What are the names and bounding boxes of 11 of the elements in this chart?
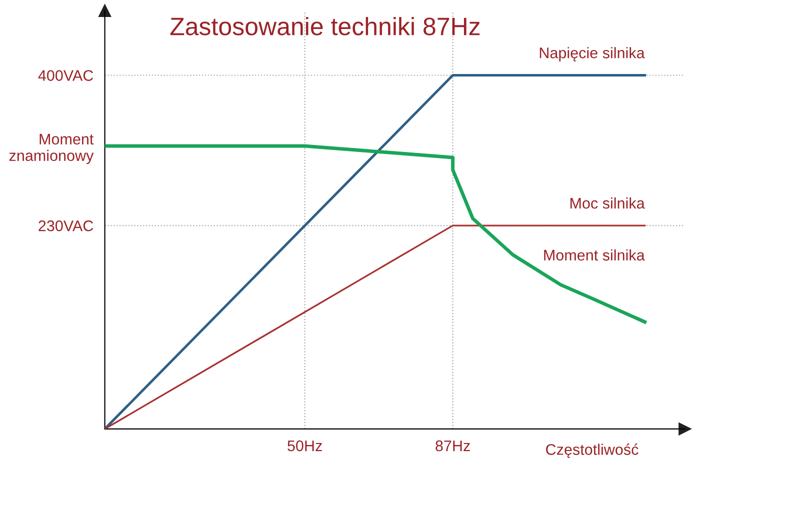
x-tick-label: 50Hz	[288, 440, 322, 452]
y-tick-label: 400VAC	[38, 70, 94, 81]
x-axis-title: Częstotliwość	[546, 444, 638, 458]
y-tick-label: Moment znamionowy	[9, 134, 94, 164]
x-tick-label: 87Hz	[436, 440, 470, 452]
series-label: Napięcie silnika	[540, 47, 645, 62]
chart-title: Zastosowanie techniki 87Hz	[170, 16, 480, 36]
series-label: Moc silnika	[570, 197, 645, 209]
series-label: Moment silnika	[544, 249, 645, 261]
line-series	[104, 144, 647, 324]
y-tick-label: 230VAC	[38, 220, 94, 232]
